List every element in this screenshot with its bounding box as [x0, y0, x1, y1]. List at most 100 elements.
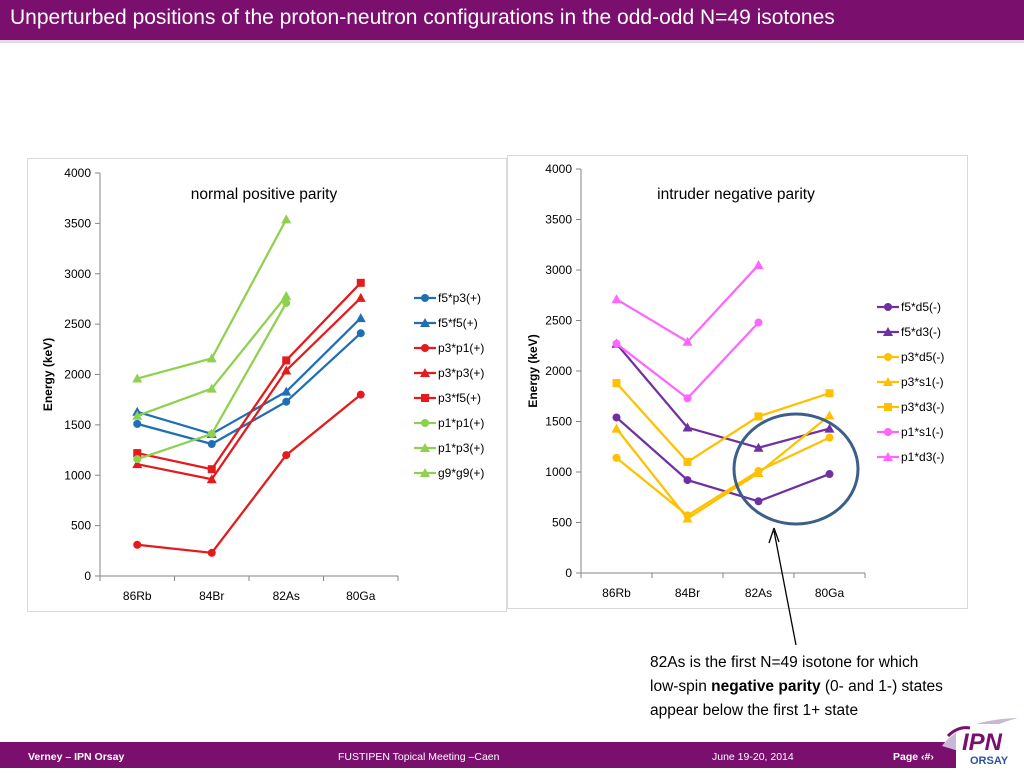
series-line	[615, 436, 830, 517]
logo-ipn: IPN	[962, 729, 1003, 756]
data-point	[133, 449, 142, 458]
legend-marker	[883, 377, 893, 386]
data-point	[282, 356, 291, 365]
y-tick-label: 500	[552, 516, 572, 530]
legend-marker	[420, 443, 430, 452]
y-tick-label: 2500	[545, 314, 572, 328]
y-tick-label: 2000	[545, 364, 572, 378]
footer-event: FUSTIPEN Topical Meeting –Caen	[338, 751, 500, 763]
y-tick-label: 3500	[64, 216, 91, 230]
series-line	[615, 416, 830, 503]
series-line	[615, 321, 760, 400]
data-point	[754, 412, 763, 421]
chart-title: intruder negative parity	[657, 186, 815, 203]
data-point	[281, 214, 292, 224]
legend-marker	[884, 403, 892, 411]
y-axis-label: Energy (keV)	[41, 338, 55, 411]
footer-bar: Verney – IPN Orsay FUSTIPEN Topical Meet…	[0, 742, 1024, 768]
data-point	[683, 457, 692, 466]
legend-label: f5*d5(-)	[901, 300, 941, 314]
data-point	[207, 440, 216, 449]
data-point	[754, 497, 763, 506]
y-tick-label: 1000	[545, 465, 572, 479]
logo-orsay: ORSAY	[970, 755, 1009, 767]
chart-positive-parity-frame: normal positive parity 0 500 1000 1500 2000 25…	[27, 158, 507, 612]
legend-marker	[884, 428, 892, 436]
legend-label: f5*d3(-)	[901, 325, 941, 339]
legend-marker	[884, 303, 892, 311]
legend-label: g9*g9(+)	[438, 466, 484, 480]
legend-marker	[420, 468, 430, 477]
y-tick-label: 500	[71, 519, 91, 533]
series-line	[615, 382, 830, 464]
data-point	[682, 513, 693, 523]
series-line	[136, 332, 362, 446]
series-line	[615, 264, 760, 344]
slide-title: Unperturbed positions of the proton-neut…	[10, 6, 835, 29]
data-point	[682, 422, 693, 432]
y-tick-label: 0	[84, 569, 91, 583]
data-point	[207, 465, 216, 474]
y-tick-label: 3000	[64, 267, 91, 281]
legend-marker	[420, 368, 430, 377]
chart-title: normal positive parity	[191, 186, 338, 203]
data-point	[356, 278, 365, 287]
y-tick-label: 0	[565, 566, 572, 580]
data-point	[132, 459, 143, 469]
data-point	[611, 294, 622, 304]
chart-negative-parity-frame: intruder negative parity 0 500 1000 1500 2000…	[507, 155, 968, 609]
data-point	[133, 540, 142, 549]
data-point	[612, 379, 621, 388]
header-bar: Unperturbed positions of the proton-neut…	[0, 0, 1024, 40]
data-point	[753, 259, 764, 269]
legend-label: p3*p1(+)	[438, 341, 484, 355]
data-point	[754, 318, 763, 327]
data-point	[355, 292, 366, 302]
data-point	[281, 290, 292, 300]
footer-author: Verney – IPN Orsay	[28, 751, 125, 763]
header-divider	[0, 40, 1024, 43]
x-tick-label: 80Ga	[815, 586, 845, 600]
y-tick-label: 1500	[64, 418, 91, 432]
series-line	[136, 317, 362, 436]
data-point	[207, 429, 216, 438]
legend-marker	[883, 452, 893, 461]
data-point	[356, 390, 365, 399]
legend-label: p1*d3(-)	[901, 450, 944, 464]
y-tick-label: 2000	[64, 368, 91, 382]
data-point	[611, 423, 622, 433]
series-line	[615, 414, 831, 520]
y-tick-label: 2500	[64, 317, 91, 331]
series-line	[137, 282, 362, 471]
data-point	[206, 353, 217, 363]
chart-positive-parity: normal positive parity 0 500 1000 1500 2000 25…	[41, 166, 484, 603]
data-point	[282, 397, 291, 406]
chart-negative-parity: intruder negative parity 0 500 1000 1500 2000…	[526, 162, 944, 600]
data-point	[207, 548, 216, 557]
y-tick-label: 3000	[545, 263, 572, 277]
data-point	[206, 474, 217, 484]
annotation-part2: (0- and 1-) states appear below the firs…	[650, 678, 943, 719]
data-point	[825, 433, 834, 442]
x-tick-label: 82As	[745, 586, 772, 600]
series-line	[137, 393, 362, 555]
legend-label: f5*f5(+)	[438, 316, 478, 330]
y-tick-label: 3500	[545, 213, 572, 227]
data-point	[612, 413, 621, 422]
data-point	[281, 365, 292, 375]
legend-label: p1*s1(-)	[901, 425, 944, 439]
x-tick-label: 80Ga	[346, 589, 376, 603]
logo-ring-icon	[946, 726, 971, 738]
data-point	[612, 453, 621, 462]
x-tick-label: 82As	[273, 589, 300, 603]
footer-date: June 19-20, 2014	[712, 751, 794, 763]
annotation-part1: 82As is the first N=49 isotone for which…	[650, 654, 919, 695]
legend-marker	[421, 394, 429, 402]
y-axis-label: Energy (keV)	[526, 334, 540, 407]
data-point	[132, 410, 143, 420]
legend-label: p3*d5(-)	[901, 350, 944, 364]
legend-label: f5*p3(+)	[438, 291, 481, 305]
legend-label: p3*f5(+)	[438, 391, 481, 405]
data-point	[206, 383, 217, 393]
legend-marker	[421, 419, 429, 427]
